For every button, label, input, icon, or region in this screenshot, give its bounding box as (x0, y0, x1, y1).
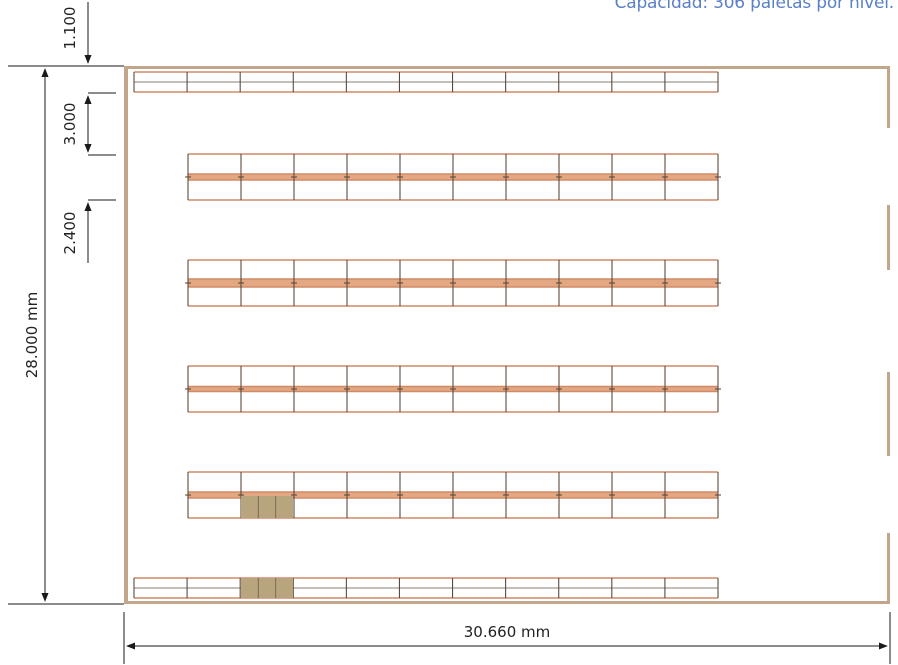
stored-pallets (241, 578, 293, 598)
capacity-caption: Capacidad: 306 paletas por nivel. (614, 0, 895, 13)
dim-label-total-width: 30.660 mm (464, 623, 550, 641)
dim-label-aisle-width: 3.000 (61, 103, 79, 146)
dim-label-total-length: 28.000 mm (23, 292, 41, 378)
dim-label-double-rack-depth: 2.400 (61, 212, 79, 255)
left-wall (124, 66, 128, 604)
dim-label-top-clearance: 1.100 (61, 7, 79, 50)
bottom-wall (124, 601, 890, 604)
pallet-block (241, 578, 293, 598)
right-wall-segment (887, 66, 890, 128)
double-rack-row (185, 365, 721, 413)
stored-pallets (241, 496, 293, 518)
dimension-lines (8, 2, 891, 664)
double-rack-row (185, 259, 721, 307)
right-wall-segment (887, 205, 890, 270)
top-wall (124, 66, 890, 69)
right-wall-segment (887, 533, 890, 604)
single-rack-row (133, 71, 719, 93)
single-rack-row (133, 577, 719, 599)
building-outline (124, 66, 890, 604)
right-wall-segment (887, 372, 890, 456)
pallet-block (241, 496, 293, 518)
rack-layout (133, 71, 721, 599)
double-rack-row (185, 153, 721, 201)
